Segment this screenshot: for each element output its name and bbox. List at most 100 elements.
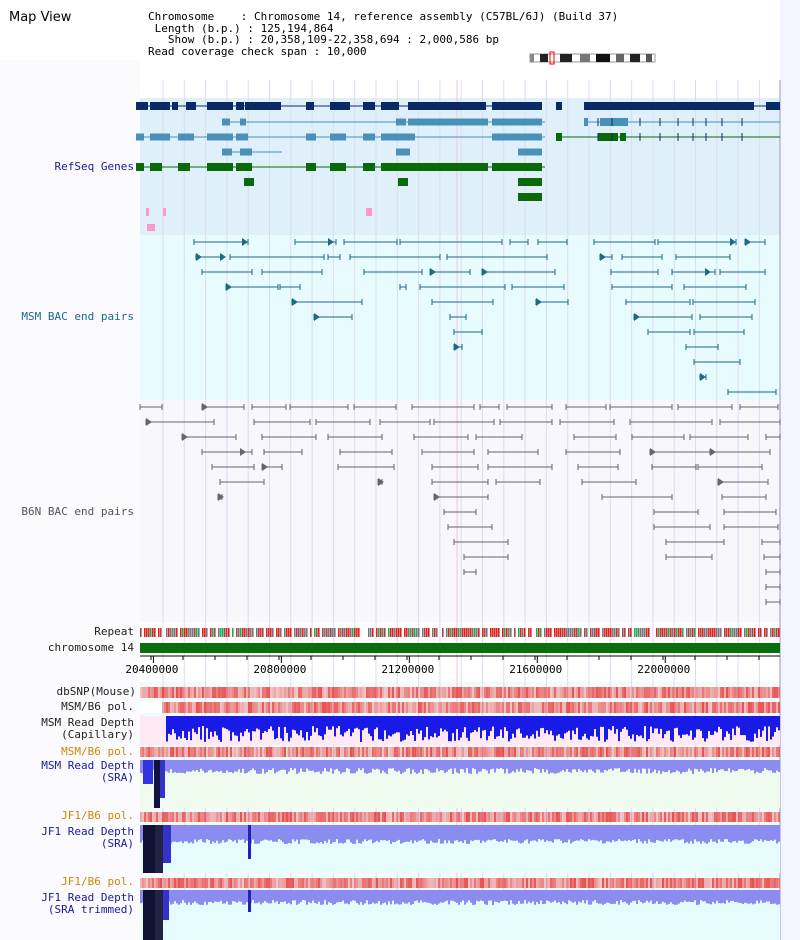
msm-pol2-cell — [380, 747, 382, 757]
msm-pol2-cell — [300, 747, 302, 757]
track-label-jf1-trim[interactable]: JF1 Read Depth (SRA trimmed) — [41, 892, 134, 916]
jf1-trim-bar — [650, 890, 652, 901]
jf1-pol-cell — [592, 812, 594, 822]
jf1-trim-bar — [582, 890, 584, 901]
repeat-mark — [494, 628, 496, 637]
msm-sra-bar — [220, 760, 222, 771]
msm-pol2-cell — [346, 747, 348, 757]
repeat-mark — [674, 628, 676, 637]
msm-pol2-cell — [774, 747, 776, 757]
msm-sra-bar — [454, 760, 456, 769]
jf1-pol-cell — [410, 812, 412, 822]
jf1-bar — [632, 825, 634, 840]
repeat-mark — [724, 628, 726, 637]
jf1-pol-cell — [466, 812, 468, 822]
ideogram-band — [530, 54, 534, 62]
track-label-msm-bac[interactable]: MSM BAC end pairs — [21, 310, 134, 323]
jf1-bar — [242, 825, 244, 840]
msm-cap-bar — [394, 716, 396, 734]
msm-pol-cell — [542, 702, 544, 713]
jf1-pol-cell — [618, 812, 620, 822]
msm-sra-bar — [576, 760, 578, 773]
repeat-mark — [730, 628, 732, 637]
jf1-trim-bar — [472, 890, 474, 905]
track-label-msm-depth-cap[interactable]: MSM Read Depth (Capillary) — [41, 717, 134, 741]
jf1-pol2-cell — [422, 878, 424, 888]
jf1-pol-cell — [390, 812, 392, 822]
track-label-repeat[interactable]: Repeat — [94, 625, 134, 638]
msm-sra-bar — [598, 760, 600, 770]
dbsnp-cell — [634, 687, 636, 698]
track-label-b6n-bac[interactable]: B6N BAC end pairs — [21, 505, 134, 518]
msm-cap-bar — [264, 716, 266, 732]
msm-pol2-cell — [736, 747, 738, 757]
msm-sra-bar — [428, 760, 430, 771]
jf1-trim-bar — [456, 890, 458, 903]
dbsnp-cell — [530, 687, 532, 698]
dbsnp-cell — [356, 687, 358, 698]
msm-pol2-cell — [242, 747, 244, 757]
msm-pol-cell — [714, 702, 716, 713]
jf1-pol-cell — [204, 812, 206, 822]
msm-sra-bar — [496, 760, 498, 769]
track-label-msm-depth-sra[interactable]: MSM Read Depth (SRA) — [41, 760, 134, 784]
msm-sra-bar — [376, 760, 378, 769]
jf1-pol2-cell — [442, 878, 444, 888]
track-label-msm-b6-pol-1[interactable]: MSM/B6 pol. — [61, 700, 134, 713]
msm-pol-cell — [488, 702, 490, 713]
track-label-jf1-pol-2[interactable]: JF1/B6 pol. — [61, 875, 134, 888]
track-label-jf1-depth[interactable]: JF1 Read Depth (SRA) — [41, 826, 134, 850]
repeat-mark — [168, 628, 170, 637]
msm-cap-bar — [242, 716, 244, 737]
jf1-trim-bar — [586, 890, 588, 901]
track-label-jf1-pol-1[interactable]: JF1/B6 pol. — [61, 809, 134, 822]
msm-cap-bar — [396, 716, 398, 733]
jf1-pol-cell — [314, 812, 316, 822]
jf1-trim-bar — [238, 890, 240, 902]
msm-pol-cell — [690, 702, 692, 713]
jf1-pol-cell — [358, 812, 360, 822]
msm-cap-bar — [386, 716, 388, 739]
dbsnp-cell — [464, 687, 466, 698]
track-label-msm-b6-pol-2[interactable]: MSM/B6 pol. — [61, 745, 134, 758]
msm-cap-bar — [556, 716, 558, 736]
gene-exon — [398, 178, 408, 186]
jf1-bar — [370, 825, 372, 840]
msm-pol2-cell — [390, 747, 392, 757]
msm-pol2-cell — [264, 747, 266, 757]
msm-pol2-cell — [488, 747, 490, 757]
jf1-trim-bar — [366, 890, 368, 901]
jf1-bar — [430, 825, 432, 841]
jf1-trim-bar — [382, 890, 384, 904]
jf1-pol-cell — [692, 812, 694, 822]
jf1-bar — [682, 825, 684, 840]
repeat-mark — [594, 628, 596, 637]
dbsnp-cell — [160, 687, 162, 698]
dbsnp-cell — [154, 687, 156, 698]
msm-sra-bar — [176, 760, 178, 774]
jf1-pol2-cell — [328, 878, 330, 888]
msm-cap-bar — [750, 716, 752, 742]
jf1-pol2-cell — [364, 878, 366, 888]
jf1-pol2-cell — [610, 878, 612, 888]
msm-sra-bar — [684, 760, 686, 773]
msm-cap-bar — [772, 716, 774, 737]
jf1-pol-cell — [608, 812, 610, 822]
track-label-refseq[interactable]: RefSeq Genes — [54, 160, 134, 173]
msm-pol-cell — [728, 702, 730, 713]
msm-cap-bar — [616, 716, 618, 730]
msm-bac-pair-arrow — [196, 253, 202, 261]
jf1-bar — [212, 825, 214, 842]
dbsnp-cell — [738, 687, 740, 698]
msm-cap-bar — [704, 716, 706, 742]
repeat-mark — [236, 628, 238, 637]
msm-cap-bar — [300, 716, 302, 731]
msm-pol2-cell — [518, 747, 520, 757]
track-label-dbsnp[interactable]: dbSNP(Mouse) — [56, 685, 136, 698]
repeat-mark — [432, 628, 434, 637]
msm-cap-bar — [170, 716, 172, 735]
msm-pol-cell — [704, 702, 706, 713]
dbsnp-cell — [544, 687, 546, 698]
msm-pol2-cell — [602, 747, 604, 757]
repeat-mark — [498, 628, 500, 637]
